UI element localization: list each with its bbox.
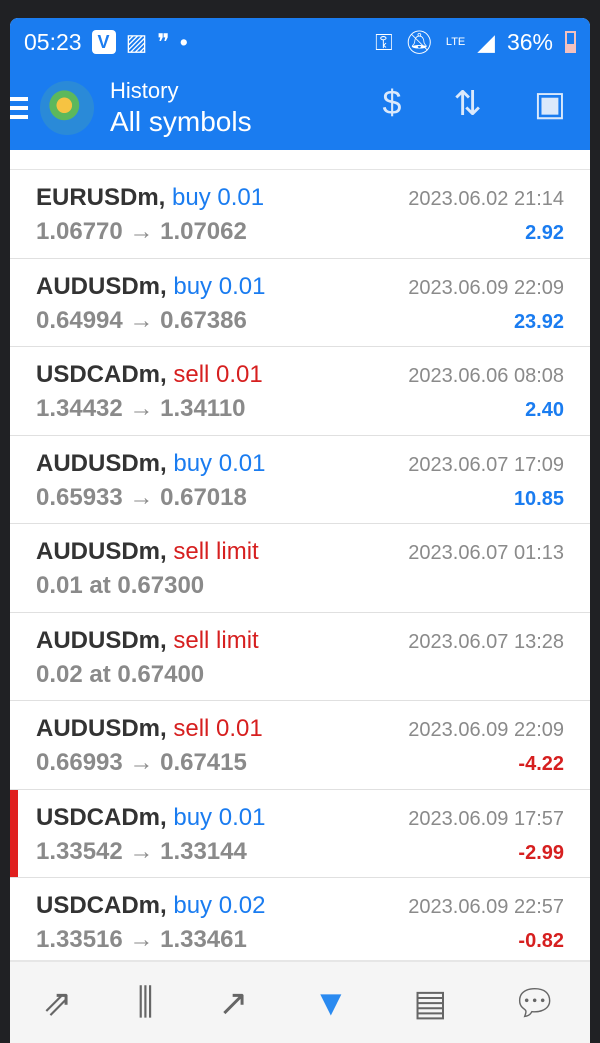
phone-screen: 05:23 V ▨ ❞ • ⚿ 🔕︎ LTE ◢ 36% History All… bbox=[10, 18, 590, 1043]
trade-icon[interactable]: ↗ bbox=[218, 981, 249, 1023]
order-side: buy 0.01 bbox=[173, 272, 266, 300]
time: 2023.06.09 22:57 bbox=[408, 896, 564, 918]
time: 2023.06.09 22:09 bbox=[408, 276, 564, 299]
page-title[interactable]: All symbols bbox=[110, 106, 252, 137]
time: 2023.06.07 01:13 bbox=[408, 542, 564, 564]
order-side: sell limit bbox=[173, 538, 259, 565]
symbol: USDCADm, sell 0.01 bbox=[36, 361, 564, 389]
history-row[interactable]: USDCADm, buy 0.01 1.33542 → 1.33144 2023… bbox=[10, 789, 590, 878]
sort-icon[interactable]: ⇅ bbox=[453, 85, 482, 123]
symbol: USDCADm, buy 0.02 bbox=[36, 892, 564, 920]
symbol: AUDUSDm, sell limit bbox=[36, 627, 564, 655]
symbol-name: AUDUSDm, bbox=[36, 715, 167, 742]
symbol-name: AUDUSDm, bbox=[36, 626, 167, 654]
history-row[interactable]: AUDUSDm, sell 0.01 0.66993 → 0.67415 202… bbox=[10, 701, 590, 790]
history-row[interactable]: AUDUSDm, sell limit 0.02 at 0.67400 2023… bbox=[10, 613, 590, 701]
page-subtitle: History bbox=[110, 78, 179, 103]
symbol: AUDUSDm, buy 0.01 bbox=[36, 273, 564, 301]
symbol: AUDUSDm, sell limit bbox=[36, 538, 564, 566]
time: 2023.06.06 08:08 bbox=[408, 365, 564, 387]
quote-icon: ❞ bbox=[157, 28, 170, 55]
history-row[interactable]: AUDUSDm, buy 0.01 0.65933 → 0.67018 2023… bbox=[10, 436, 590, 524]
symbol: USDCADm, buy 0.01 bbox=[36, 804, 564, 832]
history-row[interactable]: AUDUSDm, sell limit 0.01 at 0.67300 2023… bbox=[10, 524, 590, 613]
order-side: buy 0.01 bbox=[173, 449, 266, 477]
order-side: buy 0.02 bbox=[173, 892, 266, 919]
calendar-icon[interactable]: ▣ bbox=[533, 85, 566, 123]
time: 2023.06.07 13:28 bbox=[408, 630, 564, 653]
prices: 1.06770 → 1.07062 bbox=[36, 218, 247, 245]
quotes-icon[interactable]: ⇗ bbox=[42, 981, 73, 1023]
vpn-key-icon: ⚿ bbox=[375, 28, 393, 55]
symbol-name: AUDUSDm, bbox=[36, 449, 167, 477]
profit: 2.40 bbox=[525, 399, 564, 421]
profit: 10.85 bbox=[513, 487, 564, 510]
menu-icon[interactable] bbox=[10, 97, 30, 119]
prices: 1.33516 → 1.33461 bbox=[36, 926, 247, 953]
symbol: AUDUSDm, sell 0.01 bbox=[36, 715, 564, 743]
time: 2023.06.07 17:09 bbox=[408, 453, 564, 476]
bottom-nav: ⇗ ⫼ ↗ ▼ ▤ 💬︎ bbox=[10, 960, 590, 1043]
metatrader-logo bbox=[40, 81, 94, 135]
symbol-name: USDCADm, bbox=[36, 361, 167, 388]
order-side: buy 0.01 bbox=[173, 803, 266, 831]
status-bar: 05:23 V ▨ ❞ • ⚿ 🔕︎ LTE ◢ 36% bbox=[10, 18, 590, 66]
prices: 0.64994 → 0.67386 bbox=[36, 306, 247, 334]
prices: 0.65933 → 0.67018 bbox=[36, 483, 247, 511]
time: 2023.06.09 22:09 bbox=[408, 719, 564, 741]
history-row[interactable]: USDCADm, buy 0.02 1.33516 → 1.33461 2023… bbox=[10, 878, 590, 967]
chat-icon[interactable]: 💬︎ bbox=[511, 981, 558, 1023]
prices: 0.66993 → 0.67415 bbox=[36, 749, 247, 776]
prices: 1.34432 → 1.34110 bbox=[36, 395, 246, 422]
order-side: sell 0.01 bbox=[173, 715, 263, 742]
profit: 2.92 bbox=[525, 222, 564, 244]
app-bar: History All symbols $ ⇅ ▣ bbox=[10, 66, 590, 150]
history-icon[interactable]: ▼ bbox=[313, 981, 349, 1023]
network-label: LTE bbox=[445, 36, 466, 48]
profit: -4.22 bbox=[518, 753, 564, 775]
prices: 0.02 at 0.67400 bbox=[36, 660, 205, 688]
symbol-name: AUDUSDm, bbox=[36, 538, 167, 565]
prices: 1.33542 → 1.33144 bbox=[36, 837, 247, 865]
order-side: buy 0.01 bbox=[172, 184, 265, 211]
profit: -0.82 bbox=[518, 930, 564, 952]
clock: 05:23 bbox=[24, 28, 82, 55]
history-row[interactable]: USDCADm, sell 0.01 1.34432 → 1.34110 202… bbox=[10, 347, 590, 436]
battery-level: 36% bbox=[506, 28, 553, 55]
time: 2023.06.02 21:14 bbox=[408, 188, 564, 210]
order-side: sell 0.01 bbox=[173, 361, 263, 388]
mute-icon: 🔕︎ bbox=[404, 28, 434, 55]
history-row[interactable]: EURUSDm, buy 0.01 1.06770 → 1.07062 2023… bbox=[10, 170, 590, 259]
history-row[interactable]: AUDUSDm, buy 0.01 0.64994 → 0.67386 2023… bbox=[10, 259, 590, 347]
notification-dot-icon: • bbox=[179, 28, 188, 55]
signal-icon: ◢ bbox=[477, 28, 495, 55]
battery-icon bbox=[565, 31, 576, 53]
currency-exchange-icon[interactable]: $ bbox=[382, 84, 402, 122]
chart-icon[interactable]: ⫼ bbox=[137, 981, 154, 1022]
symbol: AUDUSDm, buy 0.01 bbox=[36, 450, 564, 478]
symbol-name: AUDUSDm, bbox=[36, 272, 167, 300]
news-icon[interactable]: ▤ bbox=[413, 981, 448, 1023]
order-side: sell limit bbox=[173, 626, 259, 654]
symbol-name: USDCADm, bbox=[36, 892, 167, 919]
symbol: EURUSDm, buy 0.01 bbox=[36, 184, 564, 212]
symbol-name: EURUSDm, bbox=[36, 184, 166, 211]
profit: -2.99 bbox=[518, 841, 564, 864]
symbol-name: USDCADm, bbox=[36, 803, 167, 831]
prices: 0.01 at 0.67300 bbox=[36, 572, 205, 599]
list-top-spacer bbox=[10, 150, 590, 170]
image-icon: ▨ bbox=[125, 28, 148, 55]
v-app-icon: V bbox=[91, 30, 116, 54]
profit: 23.92 bbox=[513, 310, 564, 333]
time: 2023.06.09 17:57 bbox=[408, 807, 564, 830]
history-list: EURUSDm, buy 0.01 1.06770 → 1.07062 2023… bbox=[10, 170, 590, 967]
